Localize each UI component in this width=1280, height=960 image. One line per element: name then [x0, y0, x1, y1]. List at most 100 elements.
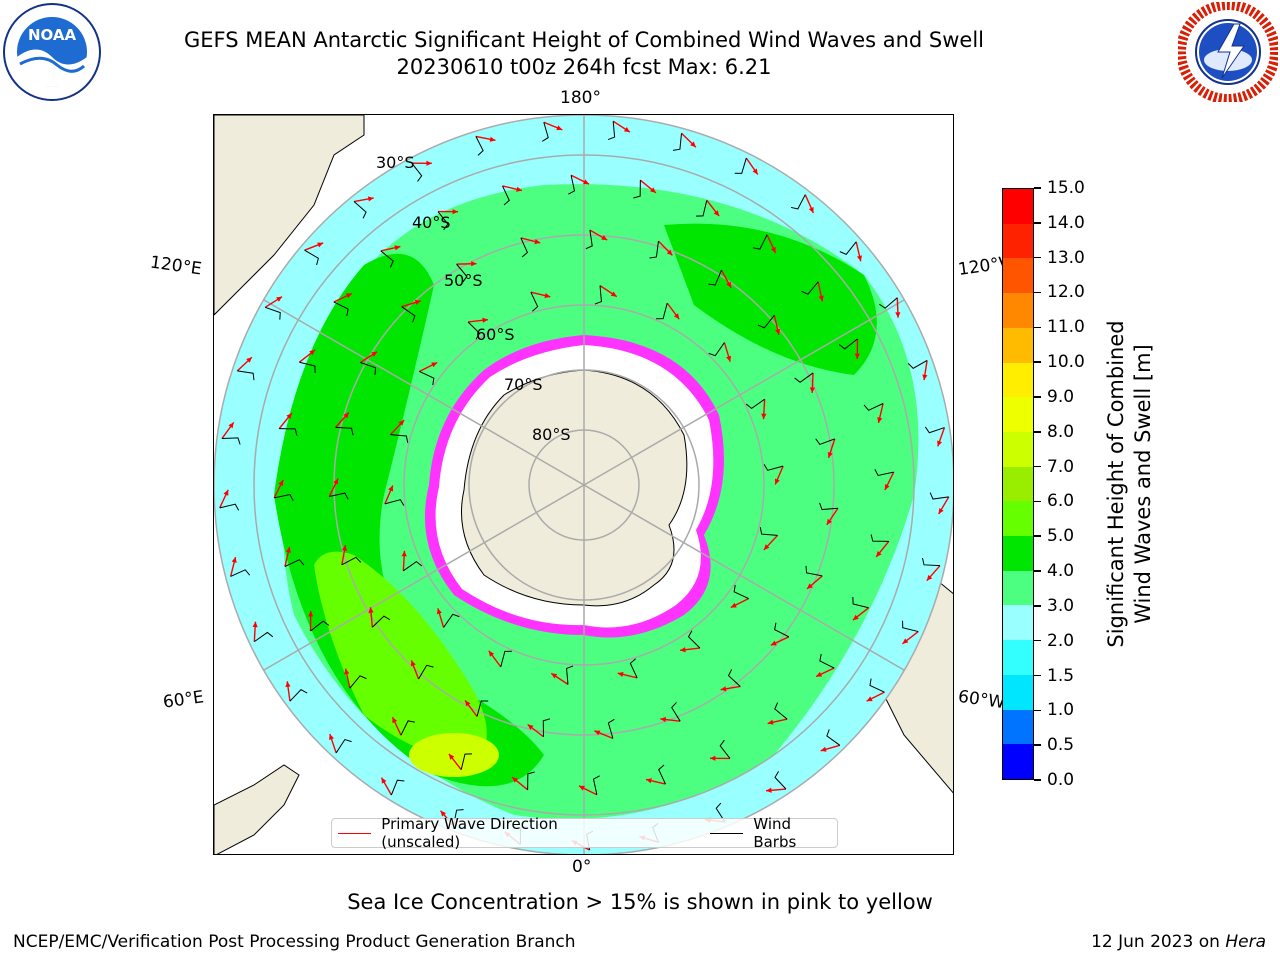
- wave-arrow-head: [937, 440, 943, 447]
- wave-direction-legend-label: Primary Wave Direction (unscaled): [381, 815, 558, 851]
- colorbar-segment: [1003, 501, 1033, 537]
- wind-barb: [929, 492, 949, 500]
- wind-barb: [299, 361, 316, 373]
- wind-barb: [419, 371, 435, 386]
- wave-arrow-head: [895, 312, 901, 318]
- map-legend: Primary Wave Direction (unscaled) Wind B…: [331, 815, 838, 851]
- wave-arrow-head: [482, 317, 488, 323]
- wind-barb: [826, 729, 841, 746]
- wind-barb: [863, 403, 884, 411]
- wave-arrow-head: [278, 479, 284, 486]
- forecast-info: 20230610 t00z 264h fcst Max: 6.21: [396, 55, 772, 79]
- wave-arrow-head: [388, 485, 394, 492]
- wave-arrow-head: [761, 413, 767, 420]
- wind-barb: [757, 314, 775, 329]
- wind-barb: [869, 678, 885, 693]
- lon-label-0: 0°: [572, 857, 592, 877]
- wind-barb: [390, 779, 405, 796]
- colorbar-segment: [1003, 223, 1033, 259]
- wave-arrow-head: [367, 196, 374, 202]
- wave-arrow-head: [398, 420, 405, 426]
- wave-arrow-head: [246, 357, 252, 363]
- wind-barb: [874, 469, 894, 477]
- lat-label-60s: 60°S: [476, 325, 515, 344]
- wind-barb: [696, 200, 708, 217]
- wave-arrow-head: [394, 245, 401, 251]
- antarctica-land: [461, 369, 688, 607]
- wind-barb: [310, 620, 330, 632]
- wind-barb: [411, 162, 423, 182]
- wind-barb: [390, 434, 409, 443]
- wind-barb: [607, 718, 615, 739]
- wave-arrow-head: [381, 777, 387, 784]
- colorbar-segment: [1003, 293, 1033, 328]
- wave-arrow-head: [594, 730, 601, 736]
- wave-band-5m: [314, 551, 487, 765]
- chart-title: GEFS MEAN Antarctic Significant Height o…: [183, 28, 985, 52]
- wave-arrow-head: [392, 717, 398, 724]
- wind-barb: [752, 234, 768, 250]
- nws-logo: [1178, 2, 1278, 102]
- wave-arrow-head: [452, 209, 458, 215]
- wind-barb: [502, 185, 510, 206]
- wind-barb: [475, 136, 484, 156]
- colorbar-tick-label: 0.5: [1034, 735, 1074, 755]
- wind-barb: [633, 180, 641, 199]
- wind-barb: [400, 720, 416, 736]
- lon-label-180: 180°: [560, 88, 601, 108]
- wave-arrow-head: [414, 299, 421, 305]
- colorbar-tick-label: 1.0: [1034, 700, 1074, 720]
- wind-barb: [774, 702, 788, 720]
- wind-barb: [715, 802, 726, 823]
- wave-arrow-head: [710, 755, 716, 761]
- colorbar-tick-label: 5.0: [1034, 526, 1074, 546]
- wind-barb: [759, 527, 778, 536]
- wave-arrow-head: [884, 484, 890, 491]
- wave-arrow-head: [852, 614, 859, 621]
- wind-barb: [819, 653, 835, 669]
- wave-arrow-head: [436, 608, 442, 615]
- footer-branch: NCEP/EMC/Verification Post Processing Pr…: [13, 932, 576, 952]
- wave-arrow-head: [713, 210, 720, 217]
- wind-barb: [360, 362, 377, 375]
- wave-arrow-head: [767, 719, 774, 725]
- wind-barb: [221, 437, 241, 445]
- wave-arrow-head: [818, 295, 824, 302]
- wave-arrow-head: [726, 281, 732, 288]
- colorbar-tick-label: 14.0: [1034, 213, 1085, 233]
- wave-arrow-head: [646, 778, 652, 784]
- wave-arrow-head: [231, 557, 237, 563]
- wind-barb: [284, 559, 305, 567]
- wave-arrow-head: [660, 716, 666, 723]
- wind-barb: [794, 372, 814, 383]
- wave-arrow-head: [680, 647, 686, 653]
- wave-arrow-head: [770, 640, 777, 646]
- wind-barb: [333, 301, 349, 317]
- colorbar-segment: [1003, 327, 1033, 363]
- colorbar-tick-label: 15.0: [1034, 178, 1085, 198]
- wave-arrow-head: [344, 668, 350, 675]
- wind-barb: [335, 738, 352, 754]
- wind-barb: [921, 557, 941, 567]
- africa-landmass: [214, 764, 300, 854]
- wave-arrow-head: [410, 660, 416, 667]
- wind-barb: [719, 739, 731, 759]
- noaa-logo: NOAA: [3, 3, 101, 101]
- wave-arrow-head: [854, 353, 860, 359]
- wave-arrow-head: [770, 246, 776, 253]
- footer-date: 12 Jun 2023 on Hera: [1091, 932, 1266, 952]
- wind-barb: [649, 241, 659, 259]
- wind-barb: [237, 370, 255, 381]
- wind-barb: [460, 753, 472, 770]
- wave-arrow-head: [856, 255, 863, 262]
- colorbar-tick-label: 1.5: [1034, 666, 1074, 686]
- wave-arrow-head: [876, 551, 882, 557]
- wind-barb: [341, 556, 362, 566]
- wind-barb: [380, 250, 394, 268]
- wave-arrow-head: [512, 777, 518, 783]
- wind-barb: [607, 121, 616, 141]
- graticule: [214, 115, 953, 854]
- colorbar-segment: [1003, 431, 1033, 467]
- wind-barb: [658, 764, 666, 785]
- wind-barb: [542, 122, 549, 142]
